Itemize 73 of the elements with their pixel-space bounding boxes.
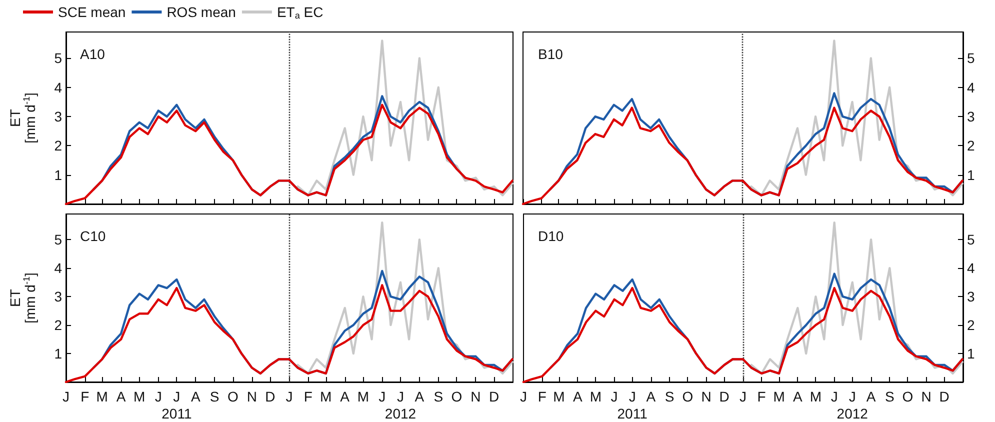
y-tick-label: 4 [54, 260, 62, 276]
x-tick-label: N [246, 388, 257, 404]
y-tick-label: 5 [967, 232, 975, 248]
y-tick-label: 3 [54, 108, 62, 125]
x-tick-label: O [451, 388, 462, 404]
x-tick-label: D [265, 388, 276, 404]
x-tick-label: D [719, 388, 730, 404]
y-tick-label: 4 [967, 260, 975, 276]
y-tick-label: 3 [54, 288, 62, 305]
y-tick-label: 2 [967, 317, 975, 334]
x-tick-label: O [902, 388, 914, 404]
x-tick-label: J [286, 388, 293, 404]
y-tick-label: 5 [967, 50, 975, 66]
x-tick-label: A [116, 388, 126, 404]
x-tick-label: A [646, 388, 656, 404]
x-tick-label: N [921, 388, 932, 404]
legend-label: ROS mean [166, 4, 236, 20]
x-tick-label: J [610, 388, 618, 404]
y-tick-label: 1 [54, 166, 62, 183]
x-tick-label: D [488, 388, 500, 404]
x-tick-label: S [664, 388, 674, 404]
x-tick-label: J [154, 388, 162, 404]
x-tick-label: O [682, 388, 694, 404]
y-tick-label: 4 [967, 79, 975, 96]
x-tick-label: F [304, 388, 312, 404]
text: D10 [538, 228, 564, 244]
legend-label: SCE mean [58, 4, 126, 20]
x-tick-label: M [773, 388, 785, 404]
y-tick-label: 5 [54, 232, 62, 248]
y-tick-label: 1 [967, 346, 975, 362]
x-tick-label: M [134, 388, 146, 404]
x-tick-label: N [701, 388, 712, 404]
x-tick-label: J [739, 388, 746, 404]
x-tick-label: M [590, 388, 602, 404]
x-tick-label: S [884, 388, 894, 404]
text: B10 [538, 46, 564, 62]
y-tick-label: 2 [54, 138, 62, 154]
y-tick-label: 2 [54, 317, 62, 334]
x-tick-label: D [939, 388, 950, 404]
x-tick-label: J [378, 388, 386, 404]
y-tick-label: 5 [54, 50, 62, 66]
x-tick-label: J [830, 388, 838, 404]
x-tick-label: A [792, 388, 803, 404]
x-tick-label: O [227, 388, 238, 404]
y-tick-label: 3 [967, 288, 975, 305]
y-tick-label: 2 [967, 138, 975, 154]
x-tick-label: M [96, 388, 108, 404]
x-tick-label: M [553, 388, 565, 404]
y-tick-label: 3 [967, 108, 975, 125]
text: A10 [80, 46, 106, 62]
x-tick-label: S [434, 388, 444, 404]
x-tick-label: A [572, 388, 583, 404]
x-tick-label: M [810, 388, 822, 404]
x-tick-label: F [757, 388, 766, 404]
x-tick-label: N [470, 388, 481, 404]
x-tick-label: M [320, 388, 332, 404]
x-tick-label: J 2011 [162, 388, 192, 422]
y-tick-label: 1 [967, 166, 975, 183]
y-axis-title: ET [mm d-1] [7, 92, 38, 144]
y-tick-label: 4 [54, 79, 62, 96]
text: C10 [80, 228, 106, 244]
x-tick-label: M [357, 388, 370, 404]
x-tick-label: J [520, 388, 527, 404]
x-tick-label: J [62, 388, 70, 404]
y-axis-title: ET [mm d-1] [7, 272, 38, 324]
x-tick-label: A [866, 388, 876, 404]
x-tick-label: A [414, 388, 425, 404]
x-tick-label: F [538, 388, 546, 404]
y-tick-label: 1 [54, 346, 62, 362]
x-tick-label: A [340, 388, 350, 404]
x-tick-label: A [190, 388, 201, 404]
x-tick-label: S [210, 388, 220, 404]
x-tick-label: F [80, 388, 90, 404]
